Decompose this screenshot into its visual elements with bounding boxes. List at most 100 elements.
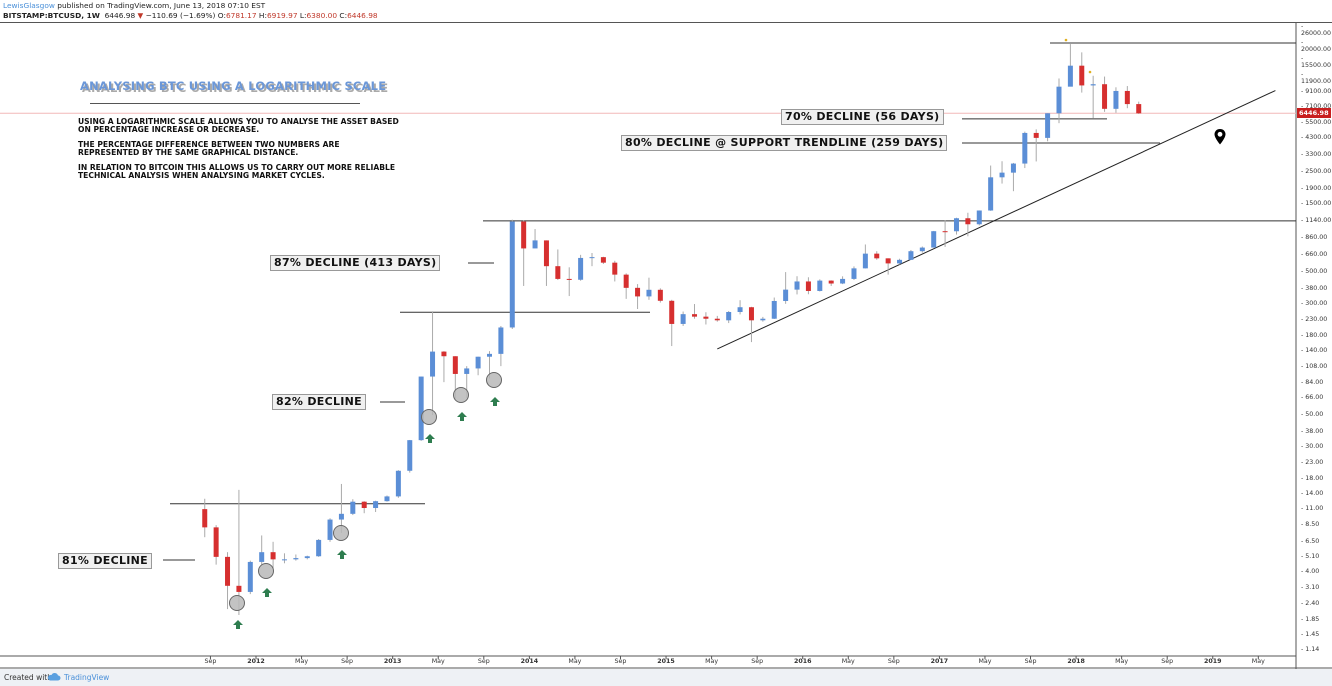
candle-body xyxy=(338,513,344,520)
open-value: 6781.17 xyxy=(225,11,257,20)
candle-body xyxy=(669,300,675,324)
y-tick-label: - 4300.00 xyxy=(1301,134,1332,142)
label-82-decline[interactable]: 82% DECLINE xyxy=(272,394,366,410)
candle-body xyxy=(714,318,720,321)
candle-body xyxy=(486,353,492,357)
support-circle xyxy=(421,409,437,425)
candle-body xyxy=(270,552,276,560)
candle-body xyxy=(1010,163,1016,173)
x-tick-label: Sep xyxy=(477,658,490,665)
y-tick-label: - 5.10 xyxy=(1301,552,1320,560)
y-tick-label: - 1140.00 xyxy=(1301,216,1332,224)
annotation-title: ANALYSING BTC USING A LOGARITHMIC SCALE xyxy=(80,79,387,93)
annotation-paragraph: IN RELATION TO BITCOIN THIS ALLOWS US TO… xyxy=(78,163,396,180)
candle-body xyxy=(703,316,709,319)
low-label: L: xyxy=(299,11,307,20)
label-80-decline[interactable]: 80% DECLINE @ SUPPORT TRENDLINE (259 DAY… xyxy=(621,135,948,151)
x-tick-label: Sep xyxy=(204,658,217,665)
x-tick-label: 2016 xyxy=(793,658,812,665)
candle-body xyxy=(760,318,766,321)
up-arrow-icon xyxy=(262,588,272,597)
x-tick-label: May xyxy=(978,658,992,665)
candle-body xyxy=(908,251,914,260)
candle-body xyxy=(692,314,698,317)
candle-body xyxy=(543,240,549,267)
publish-info: published on TradingView.com, June 13, 2… xyxy=(57,1,266,10)
up-arrow-icon xyxy=(490,397,500,406)
candle-body xyxy=(464,368,470,374)
map-pin-icon[interactable] xyxy=(1213,128,1227,146)
y-tick-label: - 26000.00 xyxy=(1301,22,1332,37)
candle-body xyxy=(828,280,834,284)
tradingview-link[interactable]: TradingView xyxy=(64,673,110,682)
candle-body xyxy=(247,561,253,592)
author-link[interactable]: LewisGlasgow xyxy=(3,1,55,10)
label-87-decline[interactable]: 87% DECLINE (413 DAYS) xyxy=(270,255,441,271)
y-tick-label: - 140.00 xyxy=(1301,347,1328,355)
candle-body xyxy=(783,289,789,301)
candle-body xyxy=(259,552,265,562)
candle-body xyxy=(225,556,231,586)
x-tick-label: 2013 xyxy=(383,658,402,665)
x-tick-label: 2017 xyxy=(930,658,949,665)
title-underline xyxy=(90,103,360,104)
candle-body xyxy=(555,266,561,279)
candle-body xyxy=(589,257,595,259)
candle-body xyxy=(851,268,857,279)
candle-body xyxy=(509,221,515,328)
candle-body xyxy=(862,253,868,269)
candle-body xyxy=(1136,104,1142,114)
y-tick-label: - 2500.00 xyxy=(1301,168,1332,176)
candle-body xyxy=(566,278,572,280)
x-tick-label: 2014 xyxy=(520,658,539,665)
y-tick-label: - 2.40 xyxy=(1301,599,1320,607)
x-tick-label: May xyxy=(1251,658,1265,665)
label-81-decline[interactable]: 81% DECLINE xyxy=(58,553,152,569)
candle-body xyxy=(874,253,880,259)
candle-body xyxy=(988,177,994,211)
candle-body xyxy=(931,231,937,248)
support-circle xyxy=(333,525,349,541)
candle-body xyxy=(1022,132,1028,164)
x-tick-label: May xyxy=(431,658,445,665)
high-label: H: xyxy=(258,11,267,20)
candle-body xyxy=(293,558,299,560)
y-tick-label: - 30.00 xyxy=(1301,442,1324,450)
up-arrow-icon xyxy=(233,620,243,629)
current-price-tag: 6446.98 xyxy=(1297,108,1331,118)
up-arrow-icon xyxy=(337,550,347,559)
candle-body xyxy=(236,585,242,592)
support-circle xyxy=(453,387,469,403)
up-arrow-icon xyxy=(425,434,435,443)
symbol: BITSTAMP:BTCUSD, 1W xyxy=(3,11,100,20)
candle-body xyxy=(680,314,686,324)
candle-body xyxy=(1124,90,1130,105)
high-value: 6919.97 xyxy=(266,11,298,20)
x-tick-label: May xyxy=(568,658,582,665)
candle-body xyxy=(646,289,652,297)
label-70-decline[interactable]: 70% DECLINE (56 DAYS) xyxy=(781,109,944,125)
x-tick-label: May xyxy=(841,658,855,665)
y-tick-label: - 11.00 xyxy=(1301,505,1324,513)
y-tick-label: - 3300.00 xyxy=(1301,150,1332,158)
x-tick-label: 2018 xyxy=(1067,658,1085,665)
candle-body xyxy=(817,280,823,291)
candle-body xyxy=(737,307,743,312)
x-tick-label: 2012 xyxy=(247,658,265,665)
annotation-body: USING A LOGARITHMIC SCALE ALLOWS YOU TO … xyxy=(78,118,418,187)
chart-header: LewisGlasgow published on TradingView.co… xyxy=(3,1,378,21)
candle-body xyxy=(794,281,800,290)
candle-body xyxy=(532,240,538,249)
candle-body xyxy=(441,351,447,357)
candle-body xyxy=(350,501,356,514)
candle-body xyxy=(1102,84,1108,109)
x-tick-label: Sep xyxy=(887,658,900,665)
candle-body xyxy=(953,218,959,232)
candle-body xyxy=(976,210,982,225)
candle-body xyxy=(373,501,379,509)
candle-body xyxy=(805,281,811,291)
y-tick-label: - 8.50 xyxy=(1301,521,1320,529)
y-tick-label: - 38.00 xyxy=(1301,428,1324,436)
candle-body xyxy=(748,307,754,321)
